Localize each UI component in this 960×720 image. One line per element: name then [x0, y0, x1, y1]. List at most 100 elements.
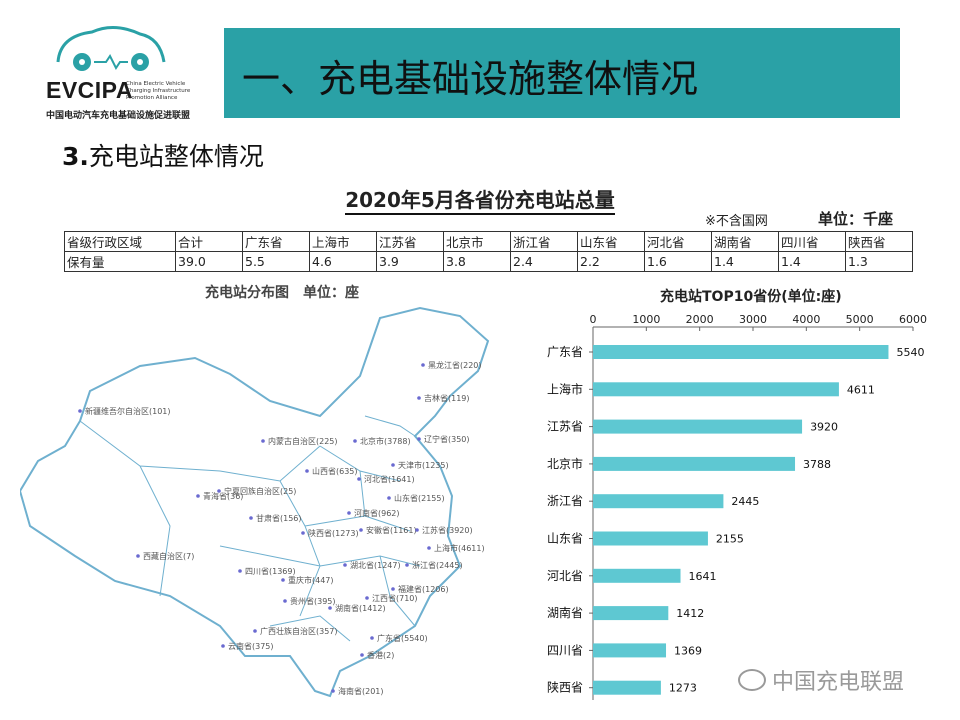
table-cell: 合计 [175, 231, 243, 252]
map-label: 青海省(36) [203, 491, 243, 501]
map-label: 江苏省(3920) [422, 525, 473, 535]
map-label: 宁夏回族自治区(25) [224, 486, 296, 496]
category-label: 山东省 [547, 532, 583, 546]
map-label: 云南省(375) [228, 641, 274, 651]
map-label: 安徽省(1161) [366, 525, 417, 535]
table-cell: 四川省 [778, 231, 846, 252]
map-label: 甘肃省(156) [256, 513, 302, 523]
table-cell: 江苏省 [376, 231, 444, 252]
map-point [387, 496, 391, 500]
map-label: 辽宁省(350) [424, 434, 470, 444]
map-point [391, 463, 395, 467]
x-tick-label: 0 [590, 313, 597, 326]
map-point [343, 563, 347, 567]
map-label: 湖北省(1247) [350, 560, 401, 570]
map-label: 重庆市(447) [288, 575, 334, 585]
map-label: 上海市(4611) [434, 543, 485, 553]
map-point [305, 469, 309, 473]
map-point [417, 396, 421, 400]
map-label: 香港(2) [367, 650, 394, 660]
data-label: 2445 [731, 495, 759, 508]
table-cell: 1.4 [778, 251, 846, 272]
category-label: 陕西省 [547, 680, 583, 695]
row-header: 保有量 [64, 251, 176, 272]
map-label: 河北省(1641) [364, 474, 415, 484]
category-label: 湖南省 [547, 605, 583, 620]
table-cell: 陕西省 [845, 231, 913, 252]
map-point [328, 606, 332, 610]
map-point [370, 636, 374, 640]
map-point [301, 531, 305, 535]
table-cell: 上海市 [309, 231, 377, 252]
table-cell: 广东省 [242, 231, 310, 252]
map-label: 吉林省(119) [424, 393, 470, 403]
map-point [217, 489, 221, 493]
table-cell: 3.9 [376, 251, 444, 272]
map-point [283, 599, 287, 603]
map-point [353, 439, 357, 443]
map-point [196, 494, 200, 498]
data-label: 3920 [810, 421, 838, 434]
bar [593, 568, 681, 583]
china-outline [20, 306, 490, 698]
bar [593, 606, 669, 621]
car-plug-icon [56, 26, 166, 71]
data-label: 2155 [716, 533, 744, 546]
province-table: 省级行政区域 合计 广东省 上海市 江苏省 北京市 浙江省 山东省 河北省 湖南… [64, 231, 913, 272]
map-label: 陕西省(1273) [308, 528, 359, 538]
map-label: 黑龙江省(220) [428, 360, 482, 370]
table-row: 保有量 39.0 5.5 4.6 3.9 3.8 2.4 2.2 1.6 1.4… [64, 251, 913, 272]
map-point [261, 439, 265, 443]
page-title: 一、充电基础设施整体情况 [242, 57, 699, 101]
watermark-text: 中国充电联盟 [772, 670, 905, 695]
map-label: 北京市(3788) [360, 436, 411, 446]
map-point [221, 644, 225, 648]
data-label: 1273 [669, 682, 697, 695]
section-number: 3. [62, 142, 89, 171]
data-label: 5540 [896, 346, 924, 359]
bar [593, 643, 667, 658]
map-point [391, 587, 395, 591]
section-title: 充电站整体情况 [88, 142, 264, 171]
table-cell: 山东省 [577, 231, 645, 252]
category-label: 四川省 [547, 643, 583, 657]
category-label: 广东省 [547, 345, 583, 359]
map-label: 贵州省(395) [290, 596, 336, 606]
map-label: 西藏自治区(7) [143, 551, 194, 561]
table-cell: 湖南省 [711, 231, 779, 252]
x-tick-label: 3000 [739, 313, 767, 326]
x-tick-label: 4000 [792, 313, 820, 326]
section-heading: 3.充电站整体情况 [62, 137, 264, 173]
category-label: 河北省 [547, 569, 583, 583]
map-point [347, 511, 351, 515]
map-point [78, 409, 82, 413]
table-cell: 2.4 [510, 251, 578, 272]
bar [593, 680, 661, 695]
category-label: 浙江省 [547, 494, 583, 508]
x-tick-label: 2000 [686, 313, 714, 326]
wechat-icon [738, 669, 766, 691]
map-point [249, 516, 253, 520]
map-label: 广东省(5540) [377, 633, 428, 643]
table-title: 2020年5月各省份充电站总量 [0, 184, 960, 215]
map-point [238, 569, 242, 573]
category-label: 北京市 [547, 456, 583, 471]
table-cell: 4.6 [309, 251, 377, 272]
data-label: 1369 [674, 644, 702, 657]
table-cell: 浙江省 [510, 231, 578, 252]
map-label: 天津市(1235) [398, 460, 449, 470]
map-label: 江西省(710) [372, 593, 418, 603]
map-point [136, 554, 140, 558]
table-unit: 单位：千座 [818, 210, 894, 228]
category-label: 江苏省 [547, 420, 583, 434]
map-label: 海南省(201) [338, 686, 384, 696]
map-point [415, 528, 419, 532]
header-banner: 一、充电基础设施整体情况 [224, 28, 900, 118]
map-label: 四川省(1369) [245, 566, 296, 576]
data-label: 1412 [676, 607, 704, 620]
province-borders [79, 415, 421, 642]
bar [593, 382, 839, 397]
category-label: 上海市 [547, 381, 583, 396]
evcipa-logo: EVCIPA China Electric Vehicle Charging I… [40, 22, 205, 122]
map-label: 浙江省(2445) [412, 560, 463, 570]
